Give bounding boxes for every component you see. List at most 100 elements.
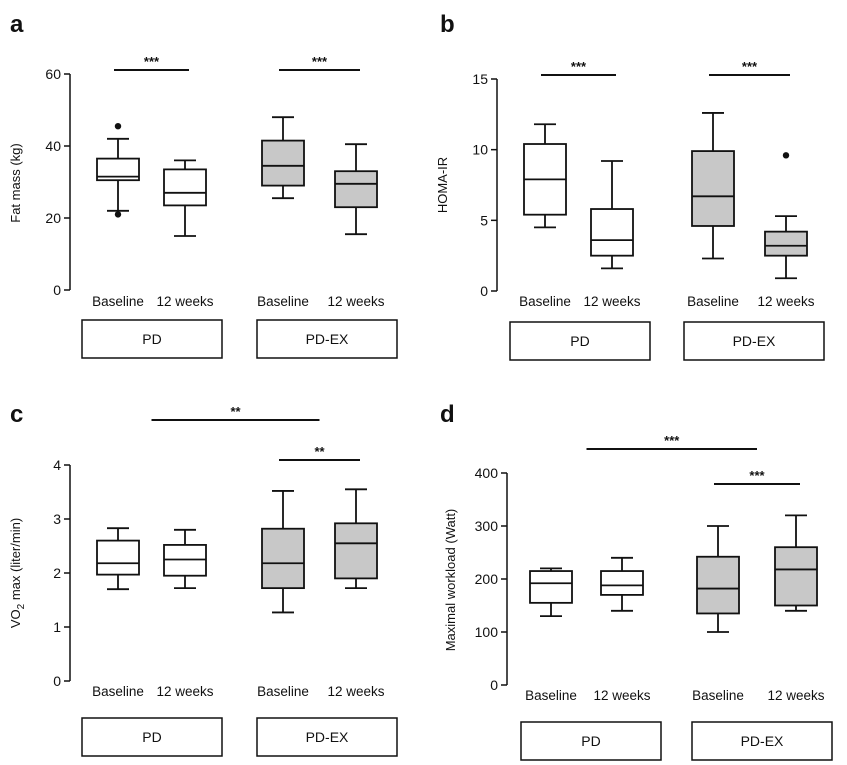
box-iqr: [96, 157, 140, 182]
x-tick-label: Baseline: [692, 688, 744, 703]
group-label-box: [81, 717, 223, 757]
box-iqr: [764, 230, 808, 257]
y-tick-label: 20: [45, 210, 61, 226]
box-3: [261, 490, 305, 614]
x-tick-label: 12 weeks: [583, 294, 640, 309]
group-label-box: [691, 721, 833, 761]
panel-d: d 0 100 200 300 400 Maximal workload (Watt) Bas…: [440, 401, 833, 761]
y-tick-label: 1: [53, 619, 61, 635]
box-1: [523, 123, 567, 229]
group-label-box: [81, 319, 223, 359]
box-iqr: [334, 170, 378, 209]
group-label: PD-EX: [733, 333, 776, 349]
box-iqr: [334, 522, 378, 580]
y-tick-label: 0: [480, 283, 488, 299]
significance-label: ***: [749, 468, 765, 483]
box-iqr: [261, 139, 305, 187]
significance-label: ***: [571, 59, 587, 74]
group-label: PD: [581, 733, 600, 749]
box-iqr: [696, 555, 740, 615]
y-tick-label: 200: [475, 571, 499, 587]
box-4: [774, 514, 818, 612]
y-tick-label: 0: [490, 677, 498, 693]
y-tick-label: 100: [475, 624, 499, 640]
y-tick-label: 0: [53, 673, 61, 689]
box-1: [529, 567, 573, 617]
box-4: [334, 488, 378, 590]
box-iqr: [600, 570, 644, 596]
box-3: [691, 112, 735, 260]
significance-label: **: [230, 404, 241, 419]
outlier-point: [114, 123, 122, 130]
panel-a: a 0 20 40 60 Fat mass (kg) Baseline 12 weeks Bas…: [8, 11, 398, 359]
x-tick-label: 12 weeks: [327, 684, 384, 699]
x-tick-label: Baseline: [687, 294, 739, 309]
panel-letter: b: [440, 11, 455, 38]
box-1: [96, 527, 140, 591]
group-label-box: [256, 717, 398, 757]
y-tick-label: 2: [53, 565, 61, 581]
y-axis-label: VO2 max (liter/min): [8, 518, 27, 628]
significance-label: ***: [742, 59, 758, 74]
x-tick-label: 12 weeks: [156, 294, 213, 309]
panel-c: c 0 1 2 3 4 VO2 max (liter/min) Baseline 12 week…: [8, 401, 398, 757]
group-label: PD-EX: [741, 733, 784, 749]
panel-letter: d: [440, 401, 455, 428]
significance-label: **: [314, 444, 325, 459]
group-label: PD-EX: [306, 729, 349, 745]
panel-b: b 0 5 10 15 HOMA-IR Baseline 12 weeks Baseline 12…: [435, 11, 825, 361]
y-axis-label: Maximal workload (Watt): [443, 509, 458, 652]
box-2: [163, 159, 207, 237]
box-4: [334, 143, 378, 236]
panel-letter: c: [10, 401, 23, 428]
box-iqr: [774, 546, 818, 607]
y-tick-label: 400: [475, 465, 499, 481]
box-2: [163, 528, 207, 590]
box-iqr: [96, 539, 140, 576]
significance-label: ***: [664, 433, 680, 448]
box-3: [261, 116, 305, 200]
y-axis-label: Fat mass (kg): [8, 143, 23, 222]
y-tick-label: 4: [53, 457, 61, 473]
x-tick-label: Baseline: [92, 684, 144, 699]
y-tick-label: 5: [480, 212, 488, 228]
group-label-box: [256, 319, 398, 359]
outlier-point: [114, 211, 122, 218]
y-tick-label: 40: [45, 138, 61, 154]
box-iqr: [590, 208, 634, 257]
significance-label: ***: [144, 54, 160, 69]
box-iqr: [261, 527, 305, 590]
y-tick-label: 60: [45, 66, 61, 82]
x-tick-label: Baseline: [525, 688, 577, 703]
x-tick-label: Baseline: [257, 294, 309, 309]
panel-letter: a: [10, 11, 24, 38]
group-label-box: [683, 321, 825, 361]
y-tick-label: 3: [53, 511, 61, 527]
group-label: PD: [142, 331, 161, 347]
box-iqr: [529, 570, 573, 604]
x-tick-label: Baseline: [519, 294, 571, 309]
y-axis-label: HOMA-IR: [435, 157, 450, 213]
y-tick-label: 15: [472, 71, 488, 87]
y-tick-label: 10: [472, 142, 488, 158]
y-tick-label: 300: [475, 518, 499, 534]
x-tick-label: 12 weeks: [327, 294, 384, 309]
box-4: [764, 152, 808, 280]
x-tick-label: Baseline: [257, 684, 309, 699]
group-label: PD: [142, 729, 161, 745]
box-iqr: [163, 168, 207, 207]
group-label-box: [509, 321, 651, 361]
group-label-box: [520, 721, 662, 761]
x-tick-label: 12 weeks: [593, 688, 650, 703]
significance-label: ***: [312, 54, 328, 69]
box-3: [696, 525, 740, 633]
box-iqr: [691, 150, 735, 227]
box-2: [590, 160, 634, 270]
x-tick-label: 12 weeks: [757, 294, 814, 309]
x-tick-label: Baseline: [92, 294, 144, 309]
x-tick-label: 12 weeks: [156, 684, 213, 699]
box-1: [96, 123, 140, 218]
x-tick-label: 12 weeks: [767, 688, 824, 703]
group-label: PD: [570, 333, 589, 349]
